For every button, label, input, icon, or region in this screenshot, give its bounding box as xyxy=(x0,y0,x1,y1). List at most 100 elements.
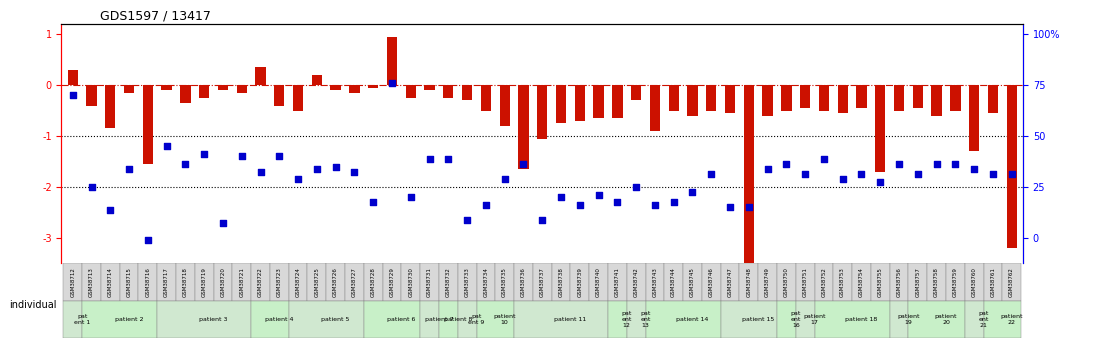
Text: patient 14: patient 14 xyxy=(676,317,709,322)
Bar xyxy=(762,85,773,116)
FancyBboxPatch shape xyxy=(382,263,401,301)
Text: GSM38712: GSM38712 xyxy=(70,267,75,297)
FancyBboxPatch shape xyxy=(852,263,871,301)
Text: GSM38752: GSM38752 xyxy=(822,267,826,297)
FancyBboxPatch shape xyxy=(965,263,984,301)
FancyBboxPatch shape xyxy=(82,263,101,301)
Bar xyxy=(105,85,115,128)
FancyBboxPatch shape xyxy=(833,263,852,301)
Bar xyxy=(1006,85,1017,248)
FancyBboxPatch shape xyxy=(158,263,176,301)
Point xyxy=(495,177,513,182)
Point xyxy=(514,161,532,167)
Bar xyxy=(969,85,979,151)
Text: GSM38731: GSM38731 xyxy=(427,267,432,297)
Text: patient 11: patient 11 xyxy=(555,317,587,322)
Text: GSM38718: GSM38718 xyxy=(183,267,188,297)
Text: GSM38716: GSM38716 xyxy=(145,267,151,297)
Bar xyxy=(425,85,435,90)
Text: GSM38719: GSM38719 xyxy=(201,267,207,297)
Point xyxy=(740,205,758,210)
Bar xyxy=(462,85,472,100)
Bar xyxy=(218,85,228,90)
FancyBboxPatch shape xyxy=(252,301,288,338)
Bar xyxy=(800,85,811,108)
Point xyxy=(796,171,814,177)
Point xyxy=(364,199,382,205)
FancyBboxPatch shape xyxy=(796,263,815,301)
Bar xyxy=(631,85,642,100)
FancyBboxPatch shape xyxy=(176,263,195,301)
Point xyxy=(290,177,307,182)
Text: GSM38726: GSM38726 xyxy=(333,267,338,297)
Bar xyxy=(894,85,904,111)
Point xyxy=(702,171,720,177)
Bar xyxy=(669,85,679,111)
FancyBboxPatch shape xyxy=(495,263,514,301)
Text: GSM38714: GSM38714 xyxy=(107,267,113,297)
FancyBboxPatch shape xyxy=(927,263,946,301)
Point xyxy=(326,164,344,169)
Bar xyxy=(856,85,866,108)
Bar xyxy=(688,85,698,116)
Text: GSM38735: GSM38735 xyxy=(502,267,508,297)
Text: GSM38728: GSM38728 xyxy=(371,267,376,297)
FancyBboxPatch shape xyxy=(158,301,252,338)
FancyBboxPatch shape xyxy=(401,263,420,301)
Text: GSM38748: GSM38748 xyxy=(747,267,751,297)
Text: GSM38740: GSM38740 xyxy=(596,267,601,297)
Text: GSM38741: GSM38741 xyxy=(615,267,619,297)
FancyBboxPatch shape xyxy=(195,263,214,301)
FancyBboxPatch shape xyxy=(796,301,815,338)
Bar xyxy=(331,85,341,90)
Text: GSM38751: GSM38751 xyxy=(803,267,807,297)
Point xyxy=(721,205,739,210)
Point xyxy=(759,166,777,172)
Point xyxy=(928,161,946,167)
FancyBboxPatch shape xyxy=(363,301,420,338)
Text: GSM38746: GSM38746 xyxy=(709,267,713,297)
FancyBboxPatch shape xyxy=(815,263,833,301)
Bar xyxy=(274,85,284,106)
Text: individual: individual xyxy=(9,300,56,310)
FancyBboxPatch shape xyxy=(1003,263,1021,301)
Text: patient 7: patient 7 xyxy=(425,317,453,322)
FancyBboxPatch shape xyxy=(890,301,909,338)
FancyBboxPatch shape xyxy=(288,301,363,338)
Point xyxy=(252,169,269,175)
Point xyxy=(271,154,288,159)
Bar xyxy=(293,85,303,111)
Bar xyxy=(349,85,360,93)
Bar xyxy=(86,85,96,106)
Bar xyxy=(575,85,585,121)
Text: patient
17: patient 17 xyxy=(803,314,826,325)
Bar xyxy=(143,85,153,164)
Text: patient 8: patient 8 xyxy=(444,317,472,322)
Text: GSM38739: GSM38739 xyxy=(577,267,582,297)
Bar xyxy=(875,85,885,172)
FancyBboxPatch shape xyxy=(946,263,965,301)
Point xyxy=(401,195,419,200)
FancyBboxPatch shape xyxy=(739,263,758,301)
Bar xyxy=(161,85,172,90)
FancyBboxPatch shape xyxy=(984,301,1021,338)
Bar xyxy=(180,85,190,103)
FancyBboxPatch shape xyxy=(514,263,533,301)
Point xyxy=(646,202,664,208)
Text: pat
ent
21: pat ent 21 xyxy=(978,311,988,328)
Text: patient 5: patient 5 xyxy=(322,317,350,322)
FancyBboxPatch shape xyxy=(326,263,345,301)
Bar xyxy=(500,85,510,126)
Point xyxy=(139,238,157,243)
Point xyxy=(420,156,438,162)
Text: GSM38715: GSM38715 xyxy=(126,267,132,297)
Point xyxy=(120,166,138,172)
Text: GSM38754: GSM38754 xyxy=(859,267,864,297)
Point xyxy=(608,199,626,205)
Point xyxy=(196,151,214,157)
FancyBboxPatch shape xyxy=(777,301,796,338)
Bar xyxy=(743,85,754,263)
Text: GSM38733: GSM38733 xyxy=(465,267,470,297)
Text: GSM38742: GSM38742 xyxy=(634,267,638,297)
Text: pat
ent 1: pat ent 1 xyxy=(74,314,91,325)
